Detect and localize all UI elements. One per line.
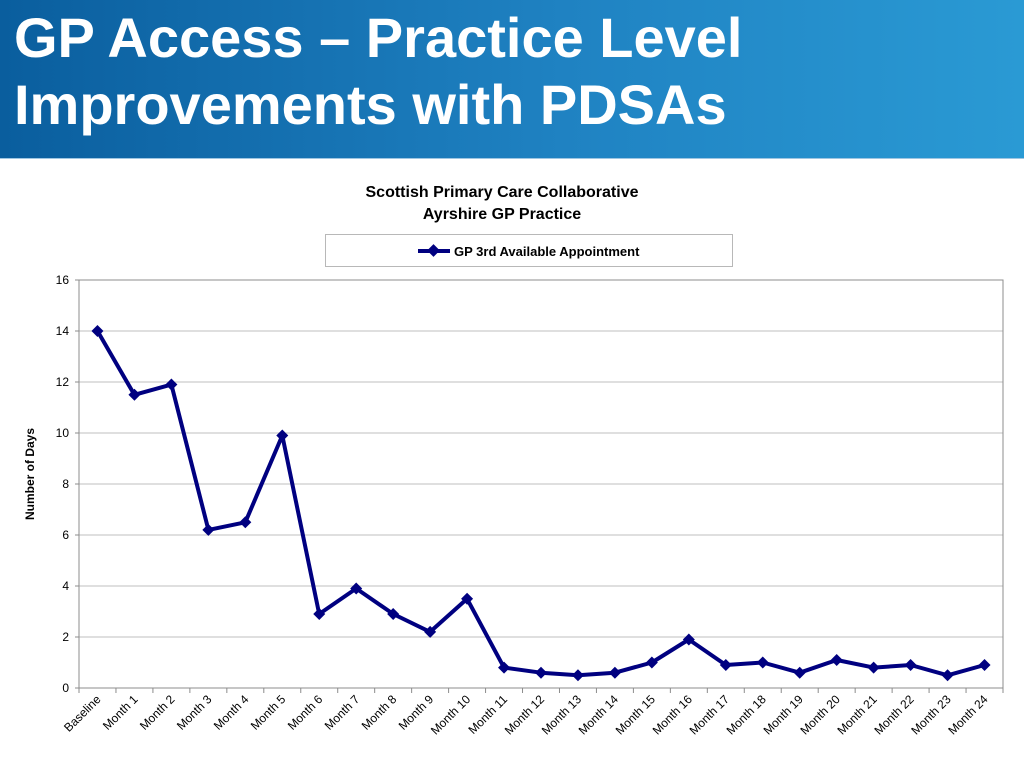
y-tick-label: 10 xyxy=(56,426,70,440)
data-point-marker xyxy=(535,666,547,679)
slide-title: GP Access – Practice Level Improvements … xyxy=(14,6,743,136)
x-tick-label: Month 2 xyxy=(137,692,178,733)
chart-title: Scottish Primary Care Collaborative Ayrs… xyxy=(250,182,754,226)
chart-title-line-2: Ayrshire GP Practice xyxy=(422,206,582,223)
y-tick-label: 6 xyxy=(62,528,69,542)
series-line-group xyxy=(91,325,991,682)
x-tick-label: Month 1 xyxy=(100,692,141,733)
data-point-marker xyxy=(682,633,695,646)
data-point-marker xyxy=(313,608,326,621)
data-point-marker xyxy=(276,429,289,442)
data-point-marker xyxy=(350,582,363,595)
y-tick-label: 16 xyxy=(56,273,70,287)
data-point-marker xyxy=(867,661,880,674)
y-axis-ticks: 0 2 4 6 8 10 12 14 16 xyxy=(56,273,79,695)
y-tick-label: 12 xyxy=(56,375,70,389)
y-tick-label: 0 xyxy=(62,681,69,695)
data-point-marker xyxy=(498,661,511,674)
data-point-marker xyxy=(202,523,215,536)
chart-legend: GP 3rd Available Appointment xyxy=(325,234,733,267)
x-tick-label: Month 8 xyxy=(359,692,400,733)
data-point-marker xyxy=(387,608,400,621)
data-point-marker xyxy=(978,659,991,672)
data-point-marker xyxy=(645,656,658,669)
data-point-marker xyxy=(830,653,843,666)
data-point-marker xyxy=(941,669,954,682)
x-tick-label: Month 4 xyxy=(211,692,252,733)
data-point-marker xyxy=(571,669,584,682)
data-point-marker xyxy=(165,378,178,391)
x-tick-label: Month 24 xyxy=(945,692,991,738)
data-point-marker xyxy=(91,325,104,337)
data-point-marker xyxy=(608,666,621,679)
x-tick-label: Month 5 xyxy=(248,692,289,733)
data-point-marker xyxy=(793,666,806,679)
y-tick-label: 8 xyxy=(62,477,69,491)
y-tick-label: 2 xyxy=(62,630,69,644)
chart-title-line-1: Scottish Primary Care Collaborative xyxy=(365,184,639,201)
data-point-marker xyxy=(424,625,437,638)
data-point-marker xyxy=(719,659,732,672)
data-point-marker xyxy=(239,516,252,529)
chart-gridlines xyxy=(79,330,1003,638)
x-tick-label: Baseline xyxy=(61,692,104,735)
y-tick-label: 14 xyxy=(56,324,70,338)
x-tick-label: Month 10 xyxy=(428,692,474,738)
x-tick-label: Month 3 xyxy=(174,692,215,733)
data-point-marker xyxy=(128,388,141,401)
data-point-marker xyxy=(756,656,769,669)
legend-label: GP 3rd Available Appointment xyxy=(454,244,640,259)
x-tick-label: Month 7 xyxy=(322,692,363,733)
y-tick-label: 4 xyxy=(62,579,69,593)
x-tick-label: Month 6 xyxy=(285,692,326,733)
data-point-marker xyxy=(904,659,917,672)
series-line xyxy=(95,329,986,678)
data-point-marker xyxy=(461,592,474,605)
title-banner: GP Access – Practice Level Improvements … xyxy=(0,0,1024,159)
